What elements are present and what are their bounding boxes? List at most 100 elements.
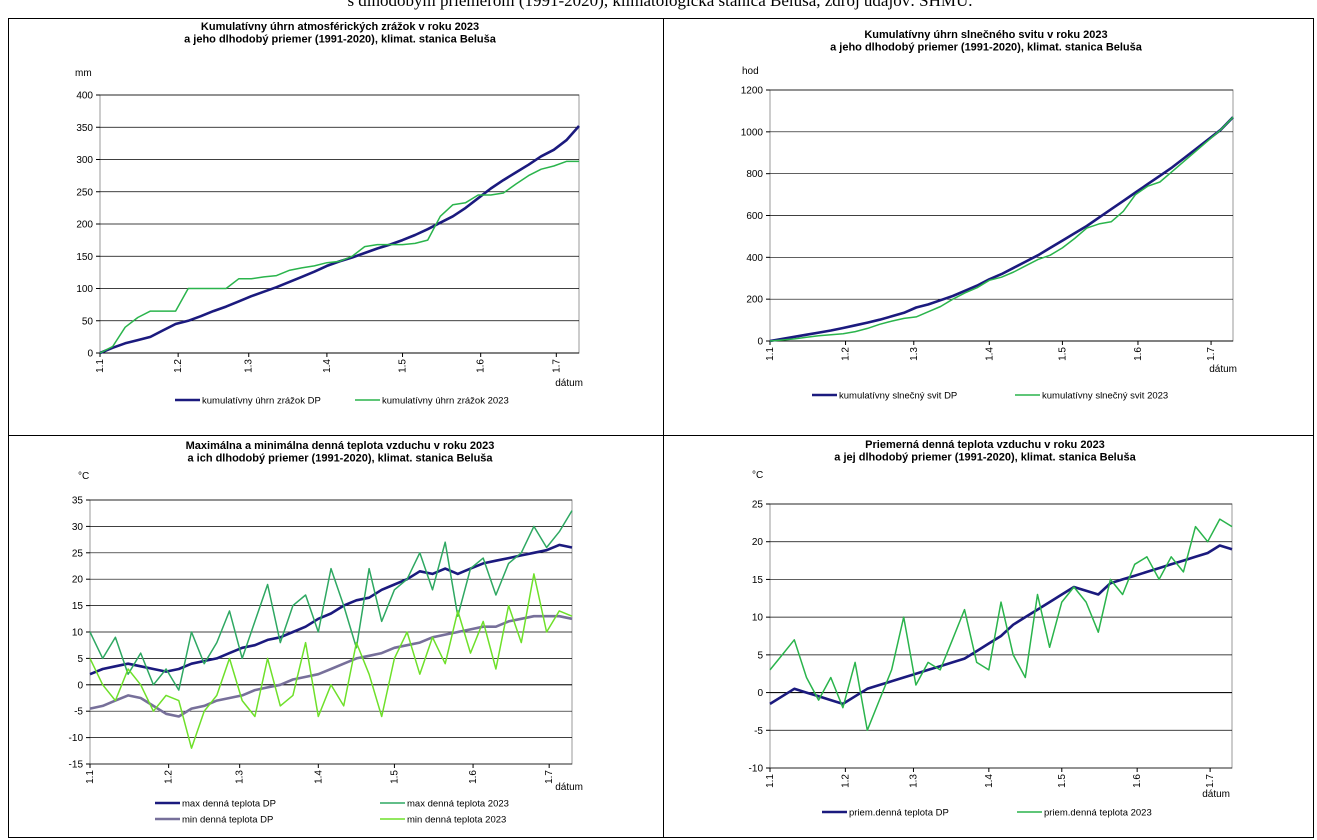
y-tick-label: -15: [69, 760, 84, 771]
y-tick-label: 250: [76, 187, 93, 198]
legend-label: priem.denná teplota 2023: [1044, 808, 1152, 819]
y-tick-label: 200: [746, 295, 763, 306]
x-tick-label: 1.7: [1205, 774, 1216, 788]
y-axis-unit: hod: [742, 66, 759, 77]
y-tick-label: 0: [77, 680, 83, 691]
chart-title: Kumulatívny úhrn atmosférických zrážok v…: [201, 21, 479, 33]
x-tick-label: 1.7: [544, 770, 555, 784]
y-tick-label: 400: [746, 253, 763, 264]
legend-label: min denná teplota 2023: [407, 815, 506, 826]
y-tick-label: 350: [76, 123, 93, 134]
x-tick-label: 1.7: [551, 359, 562, 373]
chart-title: Priemerná denná teplota vzduchu v roku 2…: [865, 439, 1105, 451]
x-tick-label: 1.5: [1057, 774, 1068, 788]
y-tick-label: 20: [752, 537, 764, 548]
legend-label: kumulatívny úhrn zrážok 2023: [382, 396, 509, 407]
x-axis-label: dátum: [555, 782, 583, 793]
y-tick-label: 300: [76, 155, 93, 166]
x-tick-label: 1.2: [173, 359, 184, 373]
data-line: [89, 573, 573, 749]
data-line: [89, 543, 573, 676]
legend-label: max denná teplota DP: [182, 799, 276, 810]
chart-title: a ich dlhodobý priemer (1991-2020), klim…: [187, 453, 493, 465]
data-line: [89, 510, 573, 691]
y-tick-label: 5: [757, 650, 763, 661]
data-line: [89, 614, 573, 718]
y-tick-label: 0: [757, 337, 763, 348]
y-tick-label: 0: [757, 688, 763, 699]
y-tick-label: 1200: [741, 86, 764, 97]
data-line: [769, 518, 1233, 732]
x-tick-label: 1.2: [164, 770, 175, 784]
chart-title: a jeho dlhodobý priemer (1991-2020), kli…: [184, 34, 497, 46]
x-tick-label: 1.1: [95, 359, 106, 373]
x-tick-label: 1.7: [1206, 347, 1217, 361]
legend-label: kumulatívny úhrn zrážok DP: [202, 396, 321, 407]
x-tick-label: 1.1: [85, 770, 96, 784]
y-tick-label: -5: [74, 707, 83, 718]
x-tick-label: 1.3: [909, 347, 920, 361]
chart-title: Kumulatívny úhrn slnečného svitu v roku …: [864, 29, 1107, 41]
x-axis-label: dátum: [555, 378, 583, 389]
x-tick-label: 1.4: [322, 359, 333, 373]
y-tick-label: 10: [752, 613, 764, 624]
legend-label: kumulatívny slnečný svit 2023: [1042, 391, 1168, 402]
x-tick-label: 1.4: [313, 770, 324, 784]
y-tick-label: 150: [76, 252, 93, 263]
x-tick-label: 1.4: [984, 774, 995, 788]
x-tick-label: 1.3: [908, 774, 919, 788]
y-axis-unit: °C: [78, 471, 89, 482]
data-line: [769, 544, 1233, 706]
y-axis-unit: mm: [75, 68, 92, 79]
y-tick-label: 15: [752, 575, 764, 586]
x-tick-label: 1.1: [765, 347, 776, 361]
y-tick-label: 200: [76, 220, 93, 231]
x-tick-label: 1.6: [1133, 347, 1144, 361]
y-tick-label: 400: [76, 91, 93, 102]
x-axis-label: dátum: [1209, 364, 1237, 375]
x-tick-label: 1.2: [840, 774, 851, 788]
y-tick-label: 25: [752, 500, 764, 511]
y-tick-label: 800: [746, 169, 763, 180]
y-tick-label: 15: [72, 601, 84, 612]
data-line: [769, 116, 1234, 343]
x-tick-label: 1.3: [244, 359, 255, 373]
y-tick-label: 25: [72, 548, 84, 559]
y-tick-label: 50: [82, 316, 94, 327]
legend-label: min denná teplota DP: [182, 815, 273, 826]
x-tick-label: 1.3: [235, 770, 246, 784]
y-tick-label: 1000: [741, 127, 764, 138]
y-tick-label: 35: [72, 496, 84, 507]
y-tick-label: 5: [77, 654, 83, 665]
y-tick-label: 0: [87, 349, 93, 360]
table-border: [8, 18, 1314, 838]
y-tick-label: 20: [72, 575, 84, 586]
legend-label: kumulatívny slnečný svit DP: [839, 391, 957, 402]
x-axis-label: dátum: [1202, 789, 1230, 800]
data-line: [769, 116, 1234, 342]
chart-title: a jeho dlhodobý priemer (1991-2020), kli…: [830, 42, 1143, 54]
y-tick-label: 600: [746, 211, 763, 222]
x-tick-label: 1.6: [476, 359, 487, 373]
chart-title: a jej dlhodobý priemer (1991-2020), klim…: [834, 452, 1136, 464]
x-tick-label: 1.1: [765, 774, 776, 788]
x-tick-label: 1.5: [1057, 347, 1068, 361]
x-tick-label: 1.5: [398, 359, 409, 373]
y-tick-label: 10: [72, 628, 84, 639]
y-axis-unit: °C: [752, 470, 763, 481]
data-line: [99, 125, 580, 355]
data-line: [99, 160, 579, 354]
x-tick-label: 1.6: [468, 770, 479, 784]
legend-label: priem.denná teplota DP: [849, 808, 949, 819]
y-tick-label: 100: [76, 284, 93, 295]
x-tick-label: 1.2: [841, 347, 852, 361]
caption: s dlhodobým priemerom (1991-2020), klima…: [347, 0, 972, 10]
x-tick-label: 1.4: [984, 347, 995, 361]
y-tick-label: -5: [754, 726, 763, 737]
chart-title: Maximálna a minimálna denná teplota vzdu…: [186, 440, 495, 452]
legend-label: max denná teplota 2023: [407, 799, 509, 810]
y-tick-label: 30: [72, 522, 84, 533]
y-tick-label: -10: [69, 733, 84, 744]
y-tick-label: -10: [749, 764, 764, 775]
